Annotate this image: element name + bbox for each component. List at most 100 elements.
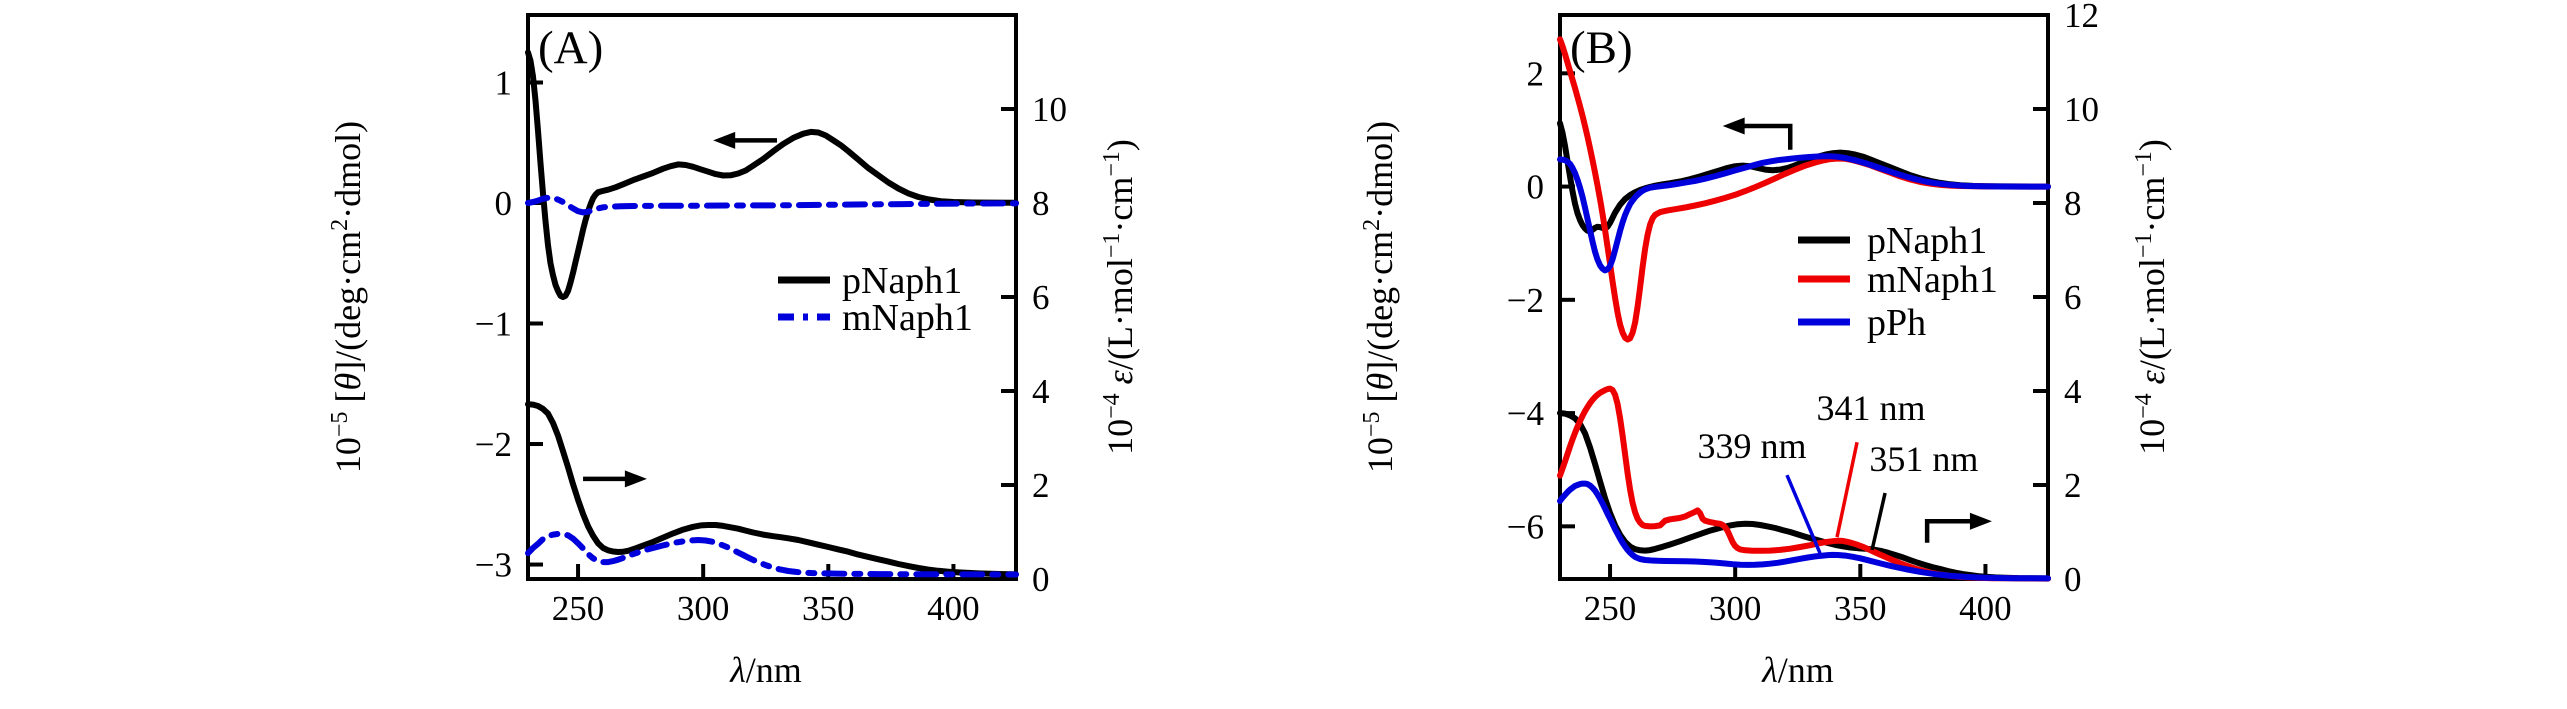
cd-axis-arrow-head bbox=[1722, 117, 1745, 135]
legend-label-mNaph1: mNaph1 bbox=[842, 297, 973, 339]
x-tick-label-250: 250 bbox=[552, 589, 605, 628]
left-axis-title-seg: ]/(deg·cm bbox=[1360, 231, 1400, 373]
panel-tag: (A) bbox=[538, 22, 603, 74]
left-tick-label-0: 0 bbox=[1527, 168, 1545, 207]
series-abs-mNaph1 bbox=[525, 530, 1019, 578]
right-tick-label-10: 10 bbox=[2064, 90, 2099, 129]
cd-axis-arrow bbox=[1736, 123, 1793, 150]
left-axis-title-seg: θ bbox=[328, 373, 368, 391]
left-axis-title-seg: [ bbox=[328, 391, 368, 412]
x-axis-title: λ/nm bbox=[729, 650, 802, 690]
left-axis-title: 10−5 [θ]/(deg·cm2·dmol) bbox=[327, 121, 368, 473]
x-tick-label-400: 400 bbox=[1959, 589, 2012, 628]
legend-label-pPh: pPh bbox=[1867, 302, 1926, 344]
right-axis-title-seg bbox=[1100, 384, 1140, 393]
right-tick-label-6: 6 bbox=[1032, 278, 1050, 317]
right-axis-title: 10−4 ε/(L·mol−1·cm−1) bbox=[2131, 139, 2172, 455]
left-tick-label-−2: −2 bbox=[475, 425, 512, 464]
panel-tag: (B) bbox=[1570, 22, 1633, 74]
abs-axis-arrow-head bbox=[624, 470, 647, 488]
right-tick-label-6: 6 bbox=[2064, 278, 2082, 317]
left-axis-title-seg: −5 bbox=[327, 412, 353, 438]
left-tick-label-0: 0 bbox=[495, 184, 513, 223]
x-axis-title-seg: λ bbox=[729, 650, 746, 690]
left-tick-label-−4: −4 bbox=[1507, 394, 1544, 433]
series-abs-pPh bbox=[1557, 480, 2051, 582]
x-tick-label-400: 400 bbox=[927, 589, 980, 628]
series-cd-mNaph1 bbox=[525, 194, 1019, 216]
left-tick-label-1: 1 bbox=[495, 63, 513, 102]
legend-label-pNaph1: pNaph1 bbox=[842, 260, 962, 302]
series-cd-pNaph1 bbox=[525, 49, 1019, 300]
right-axis-title-seg: −4 bbox=[1099, 393, 1125, 419]
left-axis-title-seg: −5 bbox=[1359, 412, 1385, 438]
series-cd-pPh bbox=[1557, 153, 2051, 274]
right-tick-label-2: 2 bbox=[2064, 466, 2082, 505]
right-axis-title-seg: /(L·mol bbox=[1100, 258, 1140, 370]
series-abs-mNaph1 bbox=[1557, 385, 2051, 582]
left-axis-title-seg: 2 bbox=[327, 219, 353, 231]
annotation-351nm-text: 351 nm bbox=[1869, 439, 1978, 479]
right-axis-title-seg: ε bbox=[1100, 369, 1140, 384]
series-group bbox=[525, 49, 1019, 578]
right-tick-label-10: 10 bbox=[1032, 90, 1067, 129]
right-tick-label-0: 0 bbox=[1032, 560, 1050, 599]
right-axis-title-seg: ) bbox=[1100, 139, 1140, 151]
right-axis-title: 10−4 ε/(L·mol−1·cm−1) bbox=[1099, 139, 1140, 455]
right-tick-label-8: 8 bbox=[1032, 184, 1050, 223]
x-axis-title-seg: λ bbox=[1761, 650, 1778, 690]
x-tick-label-250: 250 bbox=[1584, 589, 1637, 628]
left-axis-title-seg: ·dmol) bbox=[328, 121, 368, 219]
left-axis-title: 10−5 [θ]/(deg·cm2·dmol) bbox=[1359, 121, 1400, 473]
right-tick-label-12: 12 bbox=[2064, 0, 2099, 35]
series-cd-pNaph1 bbox=[1557, 120, 2051, 235]
left-axis-title-seg: 10 bbox=[328, 437, 368, 473]
abs-axis-arrow bbox=[1924, 518, 1978, 543]
x-axis-title: λ/nm bbox=[1761, 650, 1834, 690]
right-axis-title-seg: −1 bbox=[2131, 233, 2157, 259]
left-axis-title-seg: θ bbox=[1360, 373, 1400, 391]
right-axis-title-seg: /(L·mol bbox=[2132, 258, 2172, 370]
left-axis-title-seg: ]/(deg·cm bbox=[328, 231, 368, 373]
abs-axis-arrow-head bbox=[1969, 512, 1992, 530]
right-axis-title-seg: ·cm bbox=[1100, 177, 1140, 233]
annotation-341nm-line bbox=[1835, 441, 1859, 538]
right-axis-title-seg: −1 bbox=[1099, 151, 1125, 177]
right-tick-label-2: 2 bbox=[1032, 466, 1050, 505]
cd-axis-arrow-head bbox=[713, 131, 736, 149]
annotation-339nm-text: 339 nm bbox=[1697, 426, 1806, 466]
annotation-341nm-text: 341 nm bbox=[1817, 388, 1926, 428]
x-tick-label-350: 350 bbox=[802, 589, 855, 628]
right-axis-title-seg: ·cm bbox=[2132, 177, 2172, 233]
x-axis-title-seg: /nm bbox=[1778, 650, 1834, 690]
right-axis-title-seg bbox=[2132, 384, 2172, 393]
left-tick-label-2: 2 bbox=[1527, 54, 1545, 93]
right-tick-label-4: 4 bbox=[2064, 372, 2082, 411]
left-tick-label-−1: −1 bbox=[475, 305, 512, 344]
right-tick-label-4: 4 bbox=[1032, 372, 1050, 411]
series-group bbox=[1557, 36, 2051, 582]
left-tick-label-−6: −6 bbox=[1507, 507, 1544, 546]
left-axis-title-seg: 10 bbox=[1360, 437, 1400, 473]
x-tick-label-350: 350 bbox=[1834, 589, 1887, 628]
x-axis-title-seg: /nm bbox=[746, 650, 802, 690]
right-axis-title-seg: ε bbox=[2132, 369, 2172, 384]
right-axis-title-seg: ) bbox=[2132, 139, 2172, 151]
right-axis-title-seg: −1 bbox=[1099, 233, 1125, 259]
right-axis-title-seg: −4 bbox=[2131, 393, 2157, 419]
right-tick-label-0: 0 bbox=[2064, 560, 2082, 599]
series-abs-pNaph1 bbox=[525, 401, 1019, 578]
right-axis-title-seg: −1 bbox=[2131, 151, 2157, 177]
left-axis-title-seg: ·dmol) bbox=[1360, 121, 1400, 219]
right-axis-title-seg: 10 bbox=[1100, 419, 1140, 455]
legend-label-pNaph1: pNaph1 bbox=[1867, 220, 1987, 262]
x-tick-label-300: 300 bbox=[677, 589, 730, 628]
annotation-351nm-line bbox=[1870, 492, 1887, 551]
left-tick-label-−3: −3 bbox=[475, 546, 512, 585]
legend-label-mNaph1: mNaph1 bbox=[1867, 259, 1998, 301]
left-axis-title-seg: 2 bbox=[1359, 219, 1385, 231]
x-tick-label-300: 300 bbox=[1709, 589, 1762, 628]
